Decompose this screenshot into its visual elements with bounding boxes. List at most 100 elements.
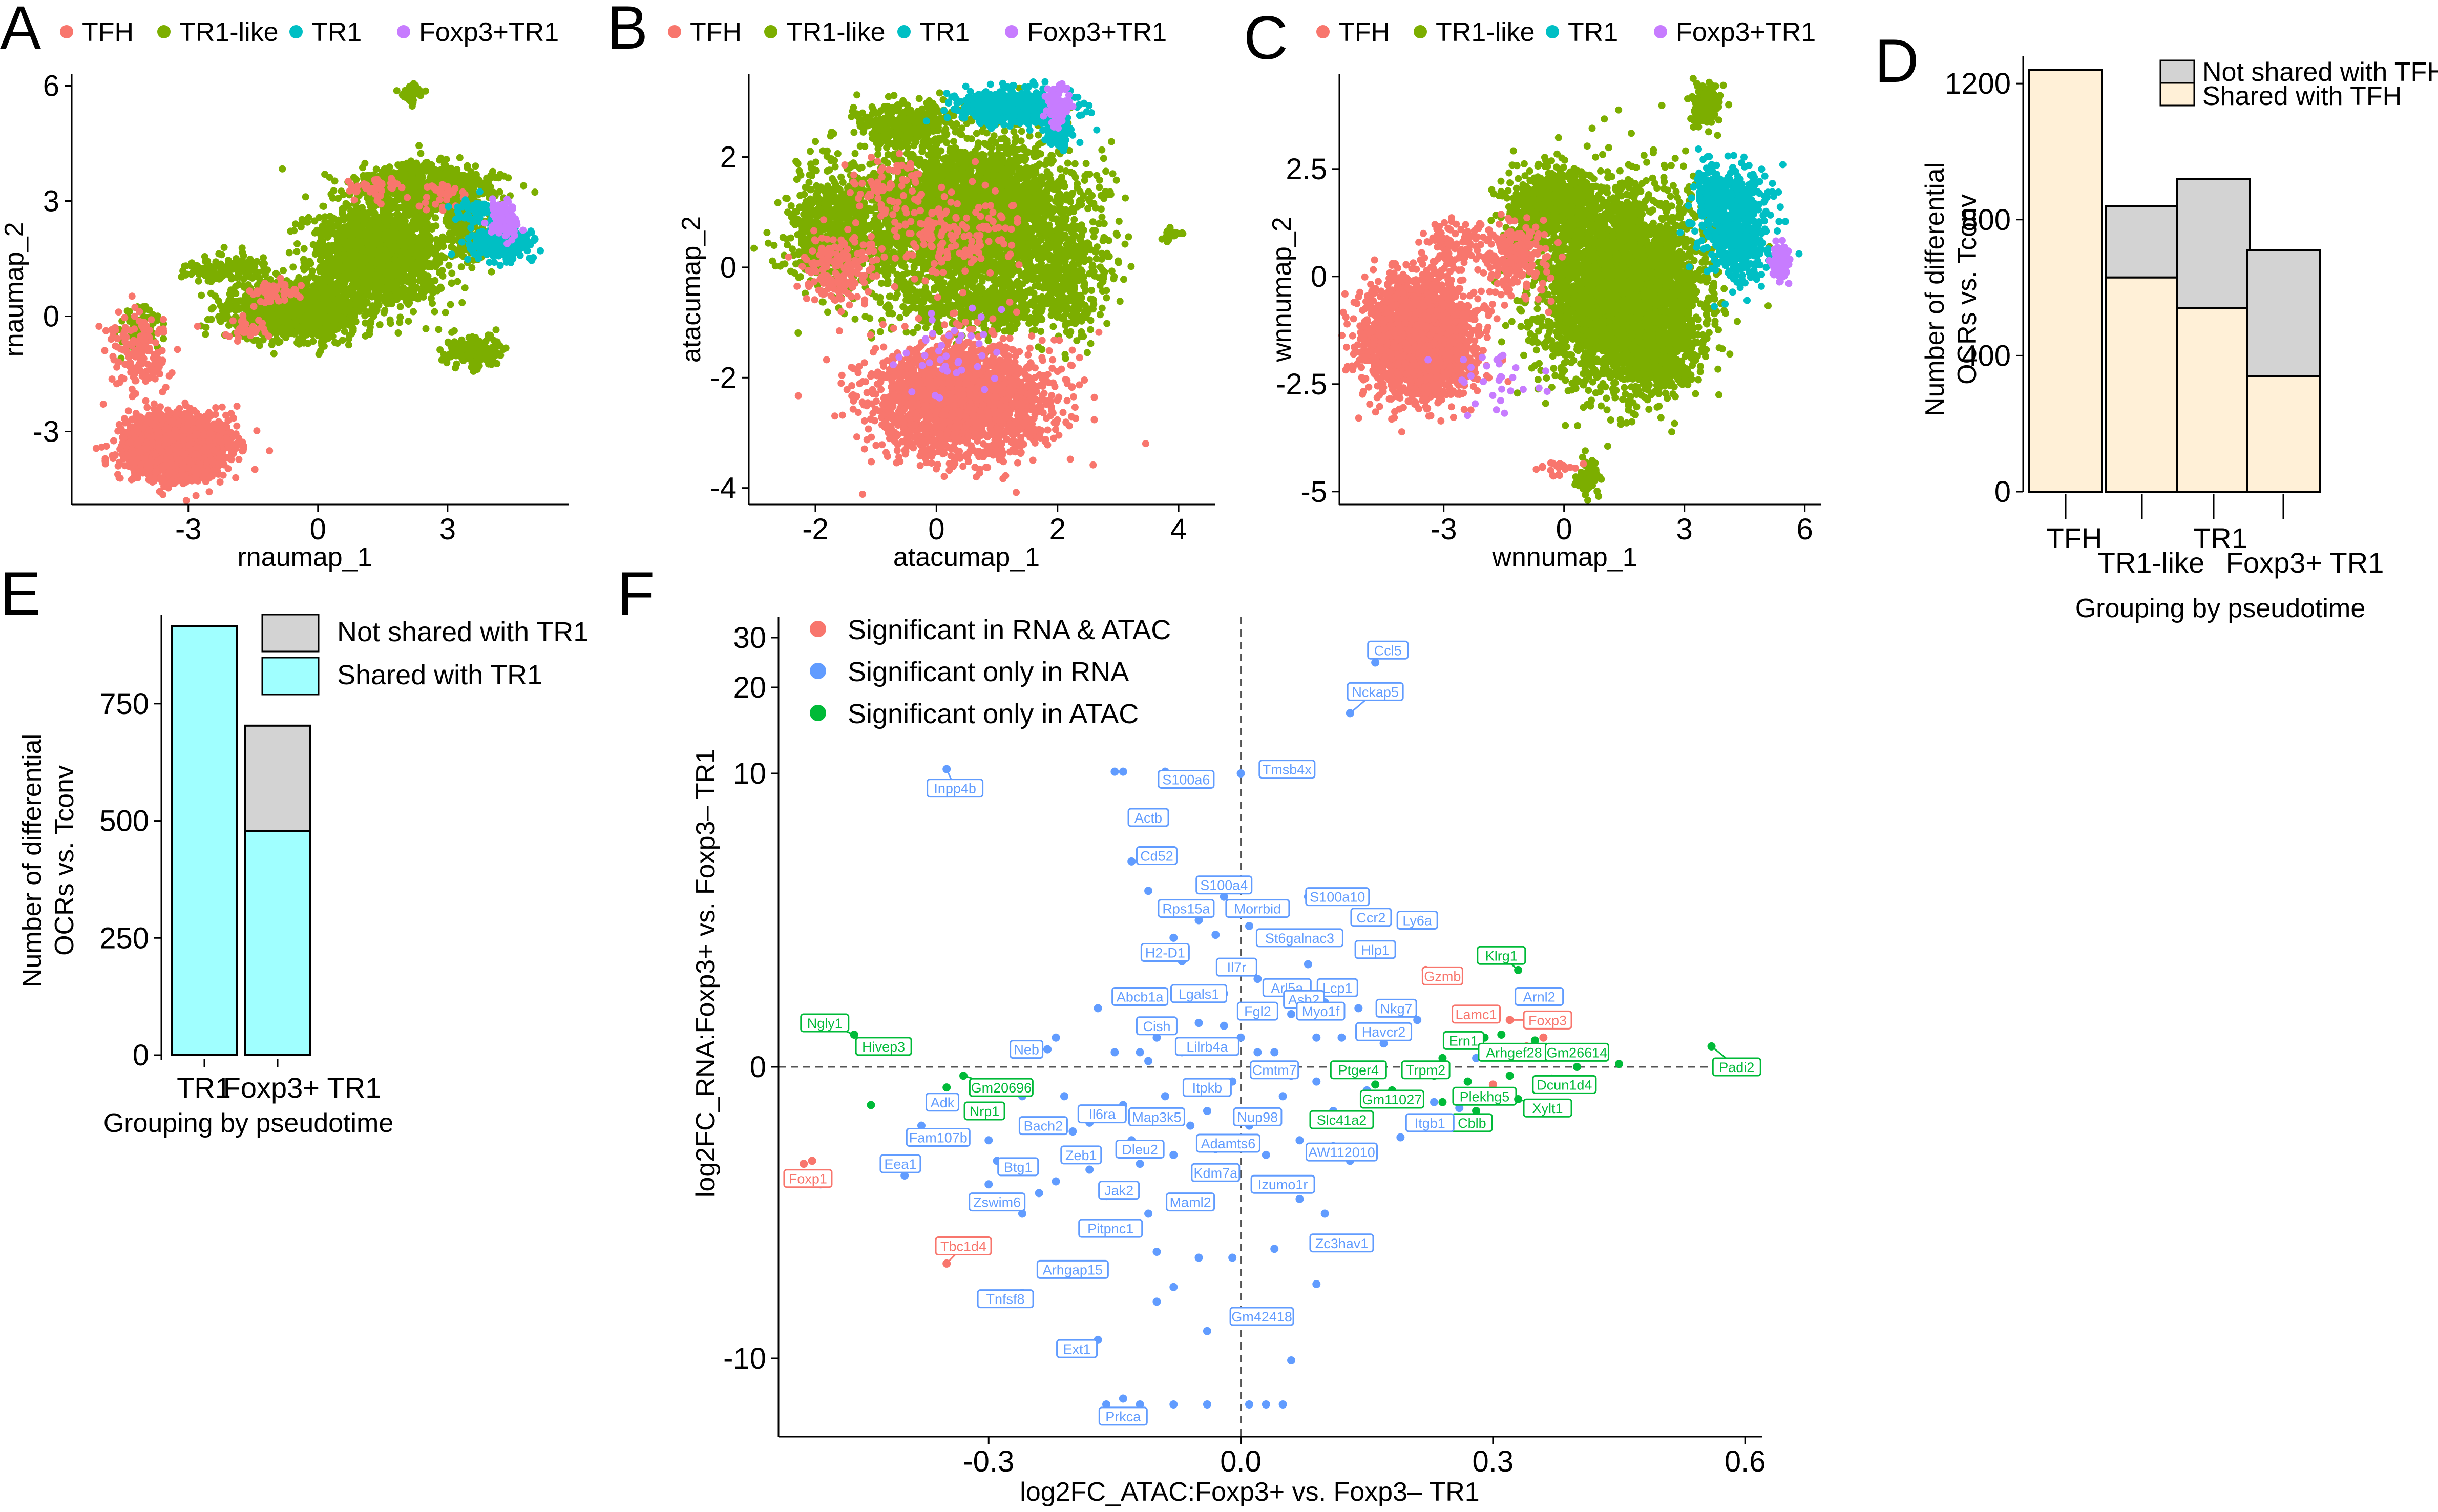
- umap-point: [321, 213, 329, 221]
- umap-point: [450, 327, 458, 334]
- umap-point: [422, 325, 430, 332]
- umap-point: [236, 257, 244, 265]
- umap-point: [438, 267, 446, 275]
- umap-point: [219, 264, 227, 271]
- umap-point: [275, 339, 282, 346]
- umap-point: [470, 367, 477, 375]
- umap-point: [367, 219, 375, 227]
- umap-point: [448, 269, 456, 277]
- umap-point: [312, 313, 320, 321]
- umap-point: [440, 161, 448, 169]
- umap-point: [458, 353, 466, 361]
- umap-point: [354, 260, 362, 267]
- umap-point: [476, 349, 483, 356]
- umap-point: [362, 319, 369, 327]
- umap-point: [417, 183, 425, 191]
- umap-point: [268, 338, 276, 345]
- umap-point: [395, 234, 403, 241]
- umap-point: [366, 327, 373, 334]
- umap-point: [280, 267, 287, 275]
- umap-point: [409, 99, 417, 107]
- umap-point: [361, 159, 369, 167]
- umap-point: [218, 403, 226, 411]
- umap-point: [497, 351, 505, 359]
- umap-point: [385, 282, 393, 289]
- umap-point: [374, 218, 382, 225]
- umap-point: [346, 248, 354, 255]
- umap-point: [346, 332, 353, 340]
- umap-point: [293, 248, 301, 256]
- umap-point: [330, 280, 337, 288]
- umap-point: [465, 333, 473, 341]
- umap-point: [352, 176, 360, 183]
- umap-point: [182, 497, 190, 505]
- umap-point: [405, 87, 413, 95]
- series-tr1-like: [111, 80, 539, 375]
- umap-point: [348, 316, 355, 323]
- umap-point: [342, 241, 349, 248]
- umap-point: [431, 308, 438, 316]
- umap-point: [464, 179, 471, 186]
- umap-point: [110, 437, 117, 445]
- umap-point: [318, 341, 326, 349]
- umap-point: [198, 291, 205, 299]
- umap-point: [488, 355, 495, 363]
- umap-point: [400, 247, 407, 255]
- umap-point: [351, 241, 359, 248]
- umap-point: [448, 346, 456, 353]
- umap-point: [436, 170, 444, 178]
- umap-point: [352, 297, 360, 305]
- umap-point: [300, 266, 308, 274]
- umap-point: [426, 286, 434, 294]
- umap-point: [434, 287, 442, 295]
- umap-point: [311, 323, 319, 331]
- umap-point: [331, 246, 339, 254]
- umap-point: [464, 164, 471, 172]
- umap-point: [423, 247, 430, 255]
- umap-point: [238, 244, 246, 252]
- umap-point: [374, 295, 382, 303]
- umap-point: [405, 232, 413, 240]
- panel-letter-e: E: [0, 559, 41, 628]
- umap-point: [458, 299, 466, 306]
- umap-point: [142, 303, 149, 310]
- umap-point: [457, 263, 465, 271]
- umap-point: [142, 397, 150, 405]
- umap-point: [365, 291, 373, 299]
- umap-point: [352, 229, 360, 237]
- umap-point: [319, 202, 327, 210]
- umap-point: [320, 270, 328, 278]
- umap-point: [410, 308, 417, 316]
- umap-point: [242, 292, 249, 300]
- umap-point: [325, 334, 332, 342]
- points-a: [92, 80, 544, 505]
- umap-point: [457, 226, 465, 234]
- umap-point: [369, 302, 376, 310]
- umap-point: [298, 307, 305, 315]
- umap-point: [393, 210, 401, 218]
- umap-point: [396, 303, 404, 310]
- umap-point: [397, 224, 405, 232]
- umap-point: [441, 254, 449, 262]
- umap-point: [341, 328, 348, 335]
- umap-point: [309, 331, 316, 338]
- umap-point: [310, 295, 318, 302]
- panel-letter-a: A: [0, 0, 41, 62]
- umap-point: [493, 360, 501, 367]
- umap-point: [233, 274, 241, 281]
- umap-point: [303, 331, 310, 339]
- umap-point: [488, 268, 495, 276]
- umap-point: [384, 252, 392, 260]
- umap-point: [375, 246, 383, 254]
- umap-point: [290, 227, 298, 235]
- umap-point: [317, 257, 324, 264]
- umap-point: [445, 262, 453, 269]
- umap-point: [334, 254, 342, 261]
- umap-point: [316, 240, 323, 247]
- umap-point: [405, 182, 412, 190]
- umap-point: [338, 297, 346, 305]
- umap-point: [408, 171, 415, 179]
- umap-point: [261, 260, 268, 267]
- umap-point: [376, 321, 384, 328]
- umap-point: [279, 307, 286, 314]
